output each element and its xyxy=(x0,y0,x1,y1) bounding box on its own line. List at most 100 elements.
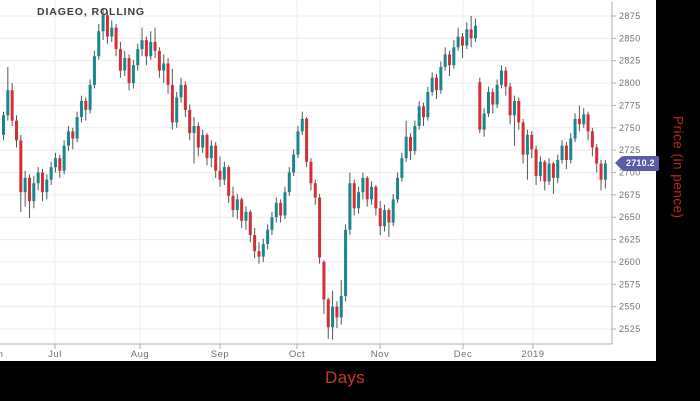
candle-down xyxy=(10,90,14,121)
candle-up xyxy=(287,172,291,193)
candle-down xyxy=(530,134,534,150)
candle-up xyxy=(439,66,443,91)
candle-down xyxy=(460,36,464,46)
y-tick-label: 2875 xyxy=(619,11,641,21)
candle-down xyxy=(326,299,330,328)
y-tick-label: 2650 xyxy=(619,212,641,222)
candle-up xyxy=(339,295,343,318)
x-axis-tick-labels: Jun Jul Aug Sep Oct Nov Dec 2019 xyxy=(0,349,544,360)
candle-up xyxy=(101,15,105,32)
candle-up xyxy=(512,100,516,116)
y-tick-label: 2725 xyxy=(619,145,641,155)
candle-up xyxy=(292,154,296,173)
candle-up xyxy=(270,217,274,230)
candle-up xyxy=(244,211,248,221)
y-tick-label: 2775 xyxy=(619,100,641,110)
candle-up xyxy=(348,183,352,230)
candle-down xyxy=(517,100,521,123)
candle-down xyxy=(144,40,148,57)
candle-up xyxy=(443,54,447,67)
x-tick-label: 2019 xyxy=(521,349,544,360)
candle-down xyxy=(205,134,209,159)
candle-up xyxy=(192,126,196,134)
candle-up xyxy=(473,25,477,39)
candle-down xyxy=(231,195,235,211)
candle-up xyxy=(361,177,365,193)
candle-up xyxy=(201,134,205,148)
candle-down xyxy=(170,84,174,123)
candle-up xyxy=(556,159,560,178)
candle-up xyxy=(603,163,607,180)
candle-up xyxy=(62,145,66,171)
candle-down xyxy=(27,177,31,202)
candle-down xyxy=(577,118,581,125)
candle-down xyxy=(508,86,512,116)
candle-up xyxy=(45,179,49,193)
candle-up xyxy=(261,244,265,257)
candle-down xyxy=(279,202,283,216)
candle-down xyxy=(240,199,244,221)
gridlines xyxy=(0,0,612,344)
candle-down xyxy=(196,126,200,148)
candle-down xyxy=(19,140,23,193)
candle-down xyxy=(365,177,369,200)
candle-up xyxy=(383,210,387,227)
candle-up xyxy=(175,97,179,123)
candle-up xyxy=(32,183,36,202)
candle-down xyxy=(157,50,161,71)
candle-up xyxy=(465,29,469,46)
candle-down xyxy=(335,306,339,318)
candle-down xyxy=(105,15,109,37)
candle-up xyxy=(391,199,395,223)
candle-up xyxy=(573,118,577,139)
candle-up xyxy=(344,229,348,296)
candle-up xyxy=(400,158,404,178)
candle-down xyxy=(84,100,88,110)
candle-up xyxy=(92,56,96,85)
candle-up xyxy=(179,84,183,98)
y-tick-label: 2625 xyxy=(619,235,641,245)
candle-up xyxy=(140,40,144,50)
y-axis-tick-labels: 2875 2850 2825 2800 2775 2750 2725 2700 2675 2650… xyxy=(619,11,641,334)
candle-down xyxy=(595,147,599,164)
candle-up xyxy=(486,92,490,114)
candle-down xyxy=(378,208,382,227)
x-tick-label: Jun xyxy=(0,349,3,360)
candle-down xyxy=(543,161,547,182)
candle-down xyxy=(422,106,426,118)
x-tick-label: Dec xyxy=(454,349,472,360)
x-axis-title-panel: Days xyxy=(0,361,656,401)
candle-up xyxy=(426,92,430,118)
candle-up xyxy=(36,172,40,184)
candle-up xyxy=(499,70,503,85)
candle-up xyxy=(97,31,101,57)
candle-up xyxy=(300,118,304,132)
candle-up xyxy=(75,117,79,139)
candle-up xyxy=(49,167,53,180)
candle-down xyxy=(58,158,62,171)
candle-up xyxy=(149,41,153,57)
candle-down xyxy=(118,49,122,71)
candle-up xyxy=(417,106,421,126)
candle-down xyxy=(551,163,555,178)
candle-up xyxy=(331,306,335,328)
candle-down xyxy=(352,183,356,209)
candle-up xyxy=(560,145,564,160)
candle-down xyxy=(504,70,508,87)
candle-down xyxy=(253,235,257,252)
candle-up xyxy=(266,229,270,245)
candle-up xyxy=(131,65,135,84)
candle-up xyxy=(569,138,573,160)
candle-down xyxy=(313,183,317,198)
candle-down xyxy=(521,122,525,155)
candle-up xyxy=(404,136,408,159)
axes xyxy=(0,2,616,349)
candle-down xyxy=(188,109,192,134)
last-price-badge: 2710.2 xyxy=(615,155,659,171)
candle-down xyxy=(257,251,261,257)
candle-up xyxy=(53,158,57,168)
candle-up xyxy=(6,90,10,116)
candle-up xyxy=(283,192,287,216)
x-tick-label: Aug xyxy=(131,349,149,360)
